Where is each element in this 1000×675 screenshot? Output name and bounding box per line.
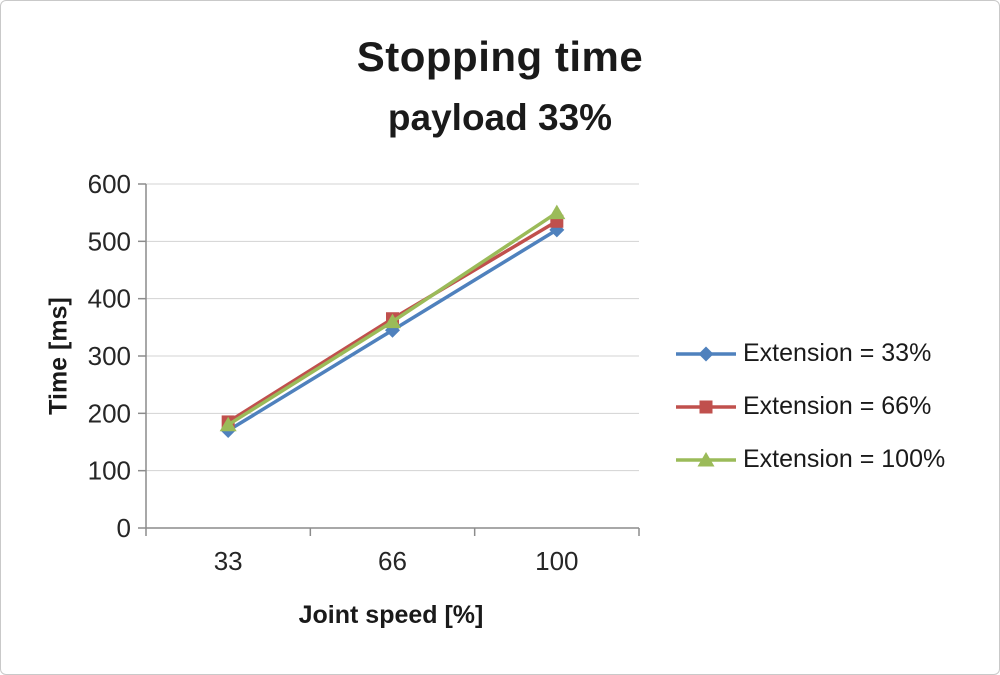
x-tick-label: 33 xyxy=(214,546,243,576)
series-marker xyxy=(384,313,401,329)
legend-item: Extension = 66% xyxy=(676,392,945,421)
legend-marker xyxy=(699,400,713,413)
y-tick-label: 200 xyxy=(88,398,131,428)
series-marker xyxy=(219,416,237,432)
y-axis-title: Time [ms] xyxy=(44,297,73,415)
x-tick-label: 66 xyxy=(378,546,407,576)
legend: Extension = 33% Extension = 66% Extension … xyxy=(676,339,945,474)
legend-label: Extension = 66% xyxy=(743,392,932,420)
legend-marker-icon xyxy=(676,451,736,466)
y-tick-label: 100 xyxy=(88,456,131,486)
chart-subtitle: payload 33% xyxy=(387,97,613,138)
legend-marker xyxy=(697,451,715,466)
legend-marker-icon xyxy=(676,346,736,361)
x-axis-title: Joint speed [%] xyxy=(298,601,484,629)
y-tick-label: 300 xyxy=(88,341,131,371)
series-marker xyxy=(548,204,566,220)
x-tick-label: 100 xyxy=(535,546,578,576)
legend-item: Extension = 100% xyxy=(676,445,945,474)
legend-label: Extension = 33% xyxy=(743,339,932,367)
legend-marker xyxy=(698,346,714,361)
y-tick-label: 0 xyxy=(117,513,131,543)
legend-marker-icon xyxy=(676,400,736,413)
chart-title: Stopping time xyxy=(356,33,644,80)
legend-label: Extension = 100% xyxy=(743,445,946,473)
y-tick-label: 500 xyxy=(88,226,131,256)
y-tick-label: 400 xyxy=(88,284,131,314)
legend-item: Extension = 33% xyxy=(676,339,945,368)
y-tick-label: 600 xyxy=(88,169,131,199)
